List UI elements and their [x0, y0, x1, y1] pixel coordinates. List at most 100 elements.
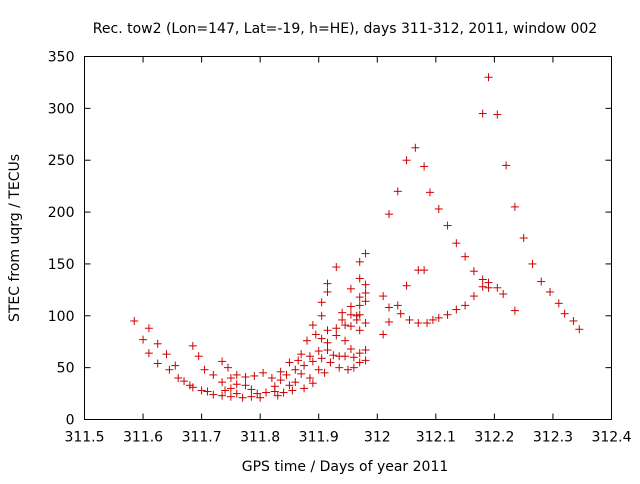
y-tick-label: 200 [48, 205, 75, 221]
data-point [203, 387, 212, 396]
data-point [323, 346, 332, 355]
data-point [317, 354, 326, 363]
data-point [303, 336, 312, 345]
data-point [323, 287, 332, 296]
data-point [262, 388, 271, 397]
data-point [241, 381, 250, 390]
data-point [297, 369, 306, 378]
data-point [294, 356, 303, 365]
data-point [165, 365, 174, 374]
data-point [384, 210, 393, 219]
data-point [478, 109, 487, 118]
data-point [420, 266, 429, 275]
data-point [279, 388, 288, 397]
data-point [218, 391, 227, 400]
x-tick-label: 312.4 [591, 430, 631, 446]
data-point [355, 301, 364, 310]
data-point [379, 292, 388, 301]
data-point [253, 389, 262, 398]
x-tick-label: 312.2 [474, 430, 514, 446]
data-point [344, 365, 352, 374]
data-point [200, 365, 209, 374]
data-point [308, 357, 317, 366]
data-point [452, 239, 461, 248]
data-point [291, 365, 300, 374]
data-point [478, 282, 487, 291]
data-point [305, 374, 314, 383]
data-point [314, 365, 323, 374]
x-tick-label: 311.5 [64, 430, 104, 446]
y-tick-label: 350 [48, 50, 75, 66]
data-point [218, 357, 227, 366]
data-point [341, 321, 350, 330]
data-point [335, 363, 344, 372]
data-point [493, 110, 502, 119]
chart-title: Rec. tow2 (Lon=147, Lat=-19, h=HE), days… [93, 21, 597, 37]
data-point [537, 277, 546, 286]
data-point [411, 143, 420, 152]
data-point [273, 391, 282, 400]
data-point [361, 249, 370, 258]
y-axis: 0 50 100 150 200 250 300 350 [48, 50, 612, 429]
data-point [226, 384, 235, 393]
data-point [461, 301, 470, 310]
data-point [484, 283, 493, 292]
data-point [361, 288, 370, 297]
data-point [361, 319, 370, 328]
y-tick-label: 100 [48, 309, 75, 325]
data-point [434, 313, 443, 322]
x-tick-label: 311.6 [123, 430, 163, 446]
data-point [285, 358, 294, 367]
data-point [174, 374, 183, 383]
data-point [346, 310, 355, 319]
data-point [226, 392, 235, 401]
data-point [297, 350, 306, 359]
data-point [423, 319, 432, 328]
data-point [338, 315, 347, 324]
data-point [320, 368, 329, 377]
data-point [384, 303, 393, 312]
data-point [153, 339, 162, 348]
data-point [478, 275, 487, 284]
x-tick-label: 311.9 [299, 430, 339, 446]
data-point [393, 187, 402, 196]
data-point [434, 204, 443, 213]
data-point [317, 311, 326, 320]
data-point [308, 379, 317, 388]
data-point [355, 293, 364, 302]
data-point [379, 330, 388, 339]
data-point [396, 309, 405, 318]
data-point [221, 386, 230, 395]
data-point [323, 279, 332, 288]
data-point [314, 347, 323, 356]
data-point [153, 359, 162, 368]
y-axis-label: STEC from uqrg / TECUs [7, 154, 23, 322]
data-point [452, 305, 461, 314]
data-point [355, 358, 364, 367]
data-point [402, 156, 411, 165]
data-point [256, 393, 265, 402]
data-point [218, 378, 227, 387]
data-point [355, 257, 364, 266]
data-point [420, 162, 429, 171]
data-point [332, 263, 341, 272]
data-point [232, 389, 241, 398]
data-point [428, 315, 437, 324]
x-tick-label: 311.7 [182, 430, 222, 446]
x-tick-label: 312.3 [533, 430, 573, 446]
data-point [270, 387, 279, 396]
x-tick-label: 312.1 [416, 430, 456, 446]
y-tick-label: 0 [66, 413, 75, 429]
x-axis-label: GPS time / Days of year 2011 [242, 459, 449, 475]
data-point [326, 358, 335, 367]
data-point [305, 352, 314, 361]
x-tick-label: 312 [364, 430, 391, 446]
plot-frame [84, 56, 612, 420]
x-axis: 311.5 311.6 311.7 311.8 311.9 312 312.1 312.2 31… [64, 56, 632, 446]
data-point [291, 378, 300, 387]
y-tick-label: 250 [48, 153, 75, 169]
data-point [502, 161, 511, 170]
data-point [323, 326, 332, 335]
data-point [346, 284, 355, 293]
